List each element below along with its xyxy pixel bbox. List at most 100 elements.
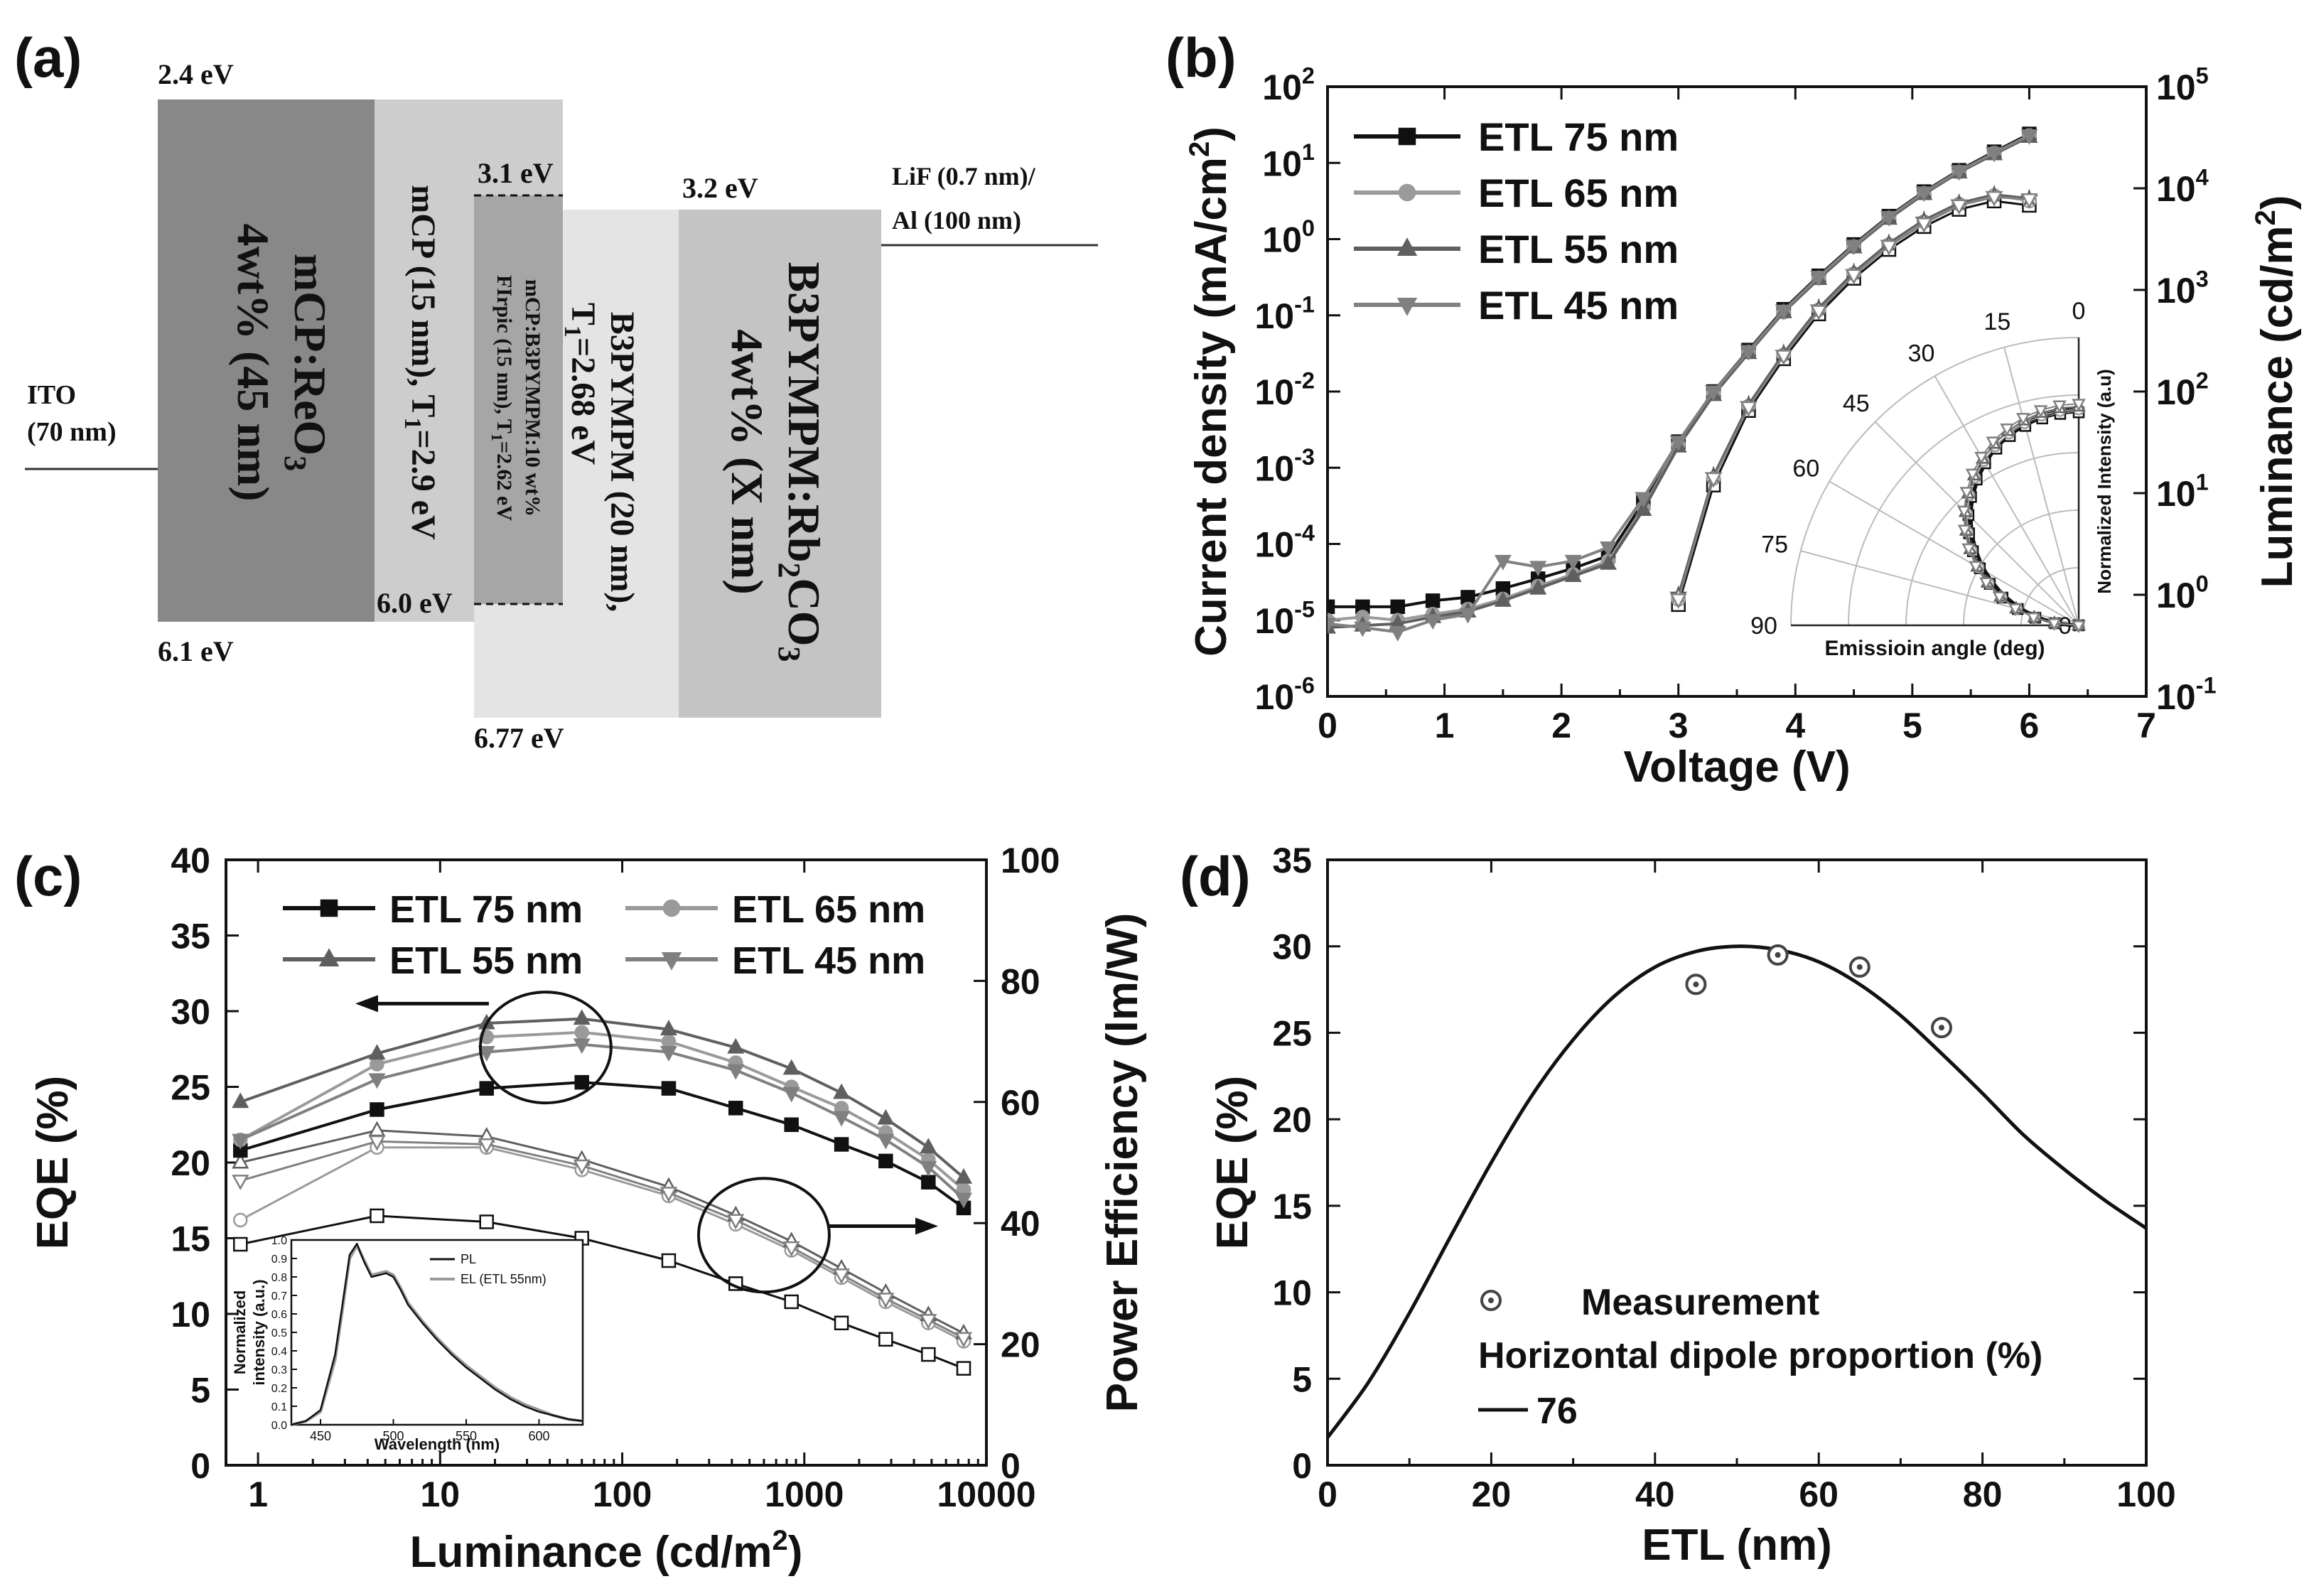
- b-xtick-label: 7: [2136, 706, 2156, 745]
- b-legend-label: ETL 75 nm: [1478, 114, 1679, 159]
- c-inset-xtick-label: 550: [456, 1429, 477, 1443]
- b-current-marker: [1915, 186, 1933, 203]
- b-current-marker: [1635, 500, 1652, 516]
- c-inset-ytick-label: 0.4: [271, 1346, 287, 1358]
- c-ytick-left-label: 35: [171, 917, 210, 956]
- c-inset-xtick-label: 450: [310, 1429, 331, 1443]
- b-inset-marker: [2000, 424, 2014, 436]
- energy-label-2-4: 2.4 eV: [158, 58, 234, 90]
- c-pe-marker: [956, 1361, 971, 1376]
- c-eqe-marker: [784, 1117, 799, 1132]
- panel-c-plot-area: [232, 1009, 973, 1376]
- d-ytick-label: 30: [1272, 927, 1312, 967]
- panel-c-ylabel-right: Power Efficiency (lm/W): [1098, 913, 1147, 1413]
- b-current-marker: [1328, 618, 1337, 634]
- d-ytick-label: 0: [1292, 1446, 1312, 1486]
- c-inset-ytick-label: 0.2: [271, 1383, 287, 1395]
- b-current-marker: [1564, 554, 1582, 571]
- b-xtick-label: 2: [1551, 706, 1571, 745]
- c-pe-marker: [833, 1268, 851, 1285]
- c-pe-marker: [920, 1314, 937, 1330]
- b-current-marker: [1424, 614, 1442, 630]
- b-current-marker: [1564, 566, 1582, 583]
- panel-c-legend: ETL 75 nm ETL 65 nm ETL 55 nm ETL 45 nm: [283, 888, 925, 982]
- c-pe-arrow-head: [915, 1217, 938, 1235]
- c-inset-pl-line: [291, 1242, 583, 1426]
- b-inset-spoke: [2003, 347, 2079, 626]
- d-ytick-label: 5: [1292, 1359, 1312, 1399]
- b-luminance-marker: [1950, 199, 1968, 215]
- panel-d-axes: 0 20 40 60 80 100 0 5 10 15 20 25 30 35: [1272, 841, 2175, 1514]
- b-current-marker: [1529, 578, 1547, 595]
- b-inset-angle-label: 15: [1983, 308, 2010, 335]
- panel-c-xlabel: Luminance (cd/m2): [410, 1525, 803, 1577]
- c-pe-marker: [368, 1135, 386, 1151]
- c-eqe-marker: [232, 1092, 249, 1109]
- c-legend-marker: [661, 951, 682, 971]
- b-luminance-marker: [2020, 193, 2038, 209]
- b-luminance-marker: [1986, 190, 2003, 207]
- b-ytick-left-label: 10-4: [1254, 520, 1315, 565]
- c-legend-label: ETL 45 nm: [732, 939, 925, 982]
- c-legend-marker: [662, 899, 681, 917]
- eil-layer-block: [679, 210, 881, 718]
- c-eqe-marker: [878, 1153, 893, 1169]
- panel-b-ylabel-right: Luminance (cd/m2): [2250, 195, 2302, 588]
- b-inset-spoke: [1874, 421, 2079, 626]
- c-eqe-marker: [661, 1081, 677, 1096]
- c-eqe-marker: [833, 1111, 851, 1127]
- c-eqe-marker: [877, 1133, 895, 1150]
- panel-d-ylabel: EQE (%): [1208, 1076, 1257, 1250]
- b-current-marker: [1705, 385, 1723, 401]
- c-ytick-right-label: 100: [1001, 841, 1060, 880]
- b-legend-marker: [1398, 183, 1416, 202]
- panel-label-c: (c): [14, 845, 82, 907]
- b-luminance-marker: [1775, 350, 1792, 366]
- c-legend-label: ETL 55 nm: [389, 939, 583, 982]
- c-eqe-marker: [727, 1037, 745, 1054]
- d-xtick-label: 40: [1635, 1474, 1675, 1514]
- hil-layer-label-2: 4wt% (45 nm): [228, 223, 279, 501]
- c-inset-ytick-label: 0.1: [271, 1401, 287, 1413]
- c-eqe-marker: [232, 1133, 249, 1150]
- eil-layer-label-2: 4wt% (X nm): [722, 329, 773, 594]
- panel-b-ylabel-left: Current density (mA/cm2): [1184, 126, 1236, 657]
- c-eqe-marker: [368, 1044, 386, 1060]
- ito-label: ITO: [27, 380, 76, 410]
- b-ytick-right-label: 10-1: [2156, 673, 2217, 718]
- d-legend-measurement-label: Measurement: [1581, 1282, 1819, 1323]
- c-eqe-marker: [368, 1073, 386, 1089]
- b-inset-marker: [1992, 591, 2007, 605]
- c-eqe-marker: [782, 1059, 800, 1075]
- b-inset-spoke: [1829, 480, 2079, 626]
- c-ytick-left-label: 40: [171, 841, 210, 880]
- c-eqe-marker: [954, 1192, 973, 1209]
- c-ytick-left-label: 5: [190, 1371, 210, 1411]
- d-ytick-label: 10: [1272, 1273, 1312, 1313]
- b-current-marker: [1328, 599, 1335, 615]
- b-current-marker: [1740, 345, 1757, 361]
- mcp-layer-label: mCP (15 nm), T1=2.9 eV: [399, 185, 442, 540]
- b-inset-angle-label: 45: [1843, 390, 1870, 417]
- c-xtick-label: 1000: [765, 1474, 844, 1514]
- c-pe-marker: [479, 1214, 494, 1229]
- c-pe-marker: [954, 1332, 973, 1348]
- panel-b-axes: 0 1 2 3 4 5 6 710-610-510-410-310-210-110010110…: [1254, 63, 2216, 746]
- c-inset-legend-el: EL (ETL 55nm): [461, 1272, 547, 1286]
- panel-label-b: (b): [1166, 26, 1237, 89]
- b-inset-angle-label: 90: [1750, 613, 1777, 640]
- panel-d-etl-chart: 0 20 40 60 80 100 0 5 10 15 20 25 30 35 Measurement Ho…: [1208, 841, 2176, 1570]
- c-inset-legend-pl: PL: [461, 1252, 476, 1266]
- c-pe-marker: [232, 1175, 249, 1190]
- b-legend-marker: [1396, 297, 1418, 316]
- c-inset-ytick-label: 0.0: [271, 1420, 287, 1432]
- d-xtick-label: 80: [1963, 1474, 2003, 1514]
- b-inset-marker: [1956, 505, 1971, 519]
- c-ytick-left-label: 25: [171, 1068, 210, 1108]
- b-ytick-right-label: 102: [2156, 368, 2209, 413]
- b-legend-label: ETL 55 nm: [1478, 227, 1679, 271]
- c-inset-frame: [290, 1239, 584, 1426]
- c-pe-marker: [878, 1332, 893, 1347]
- b-inset-marker: [2052, 400, 2067, 414]
- c-ytick-left-label: 0: [190, 1446, 210, 1486]
